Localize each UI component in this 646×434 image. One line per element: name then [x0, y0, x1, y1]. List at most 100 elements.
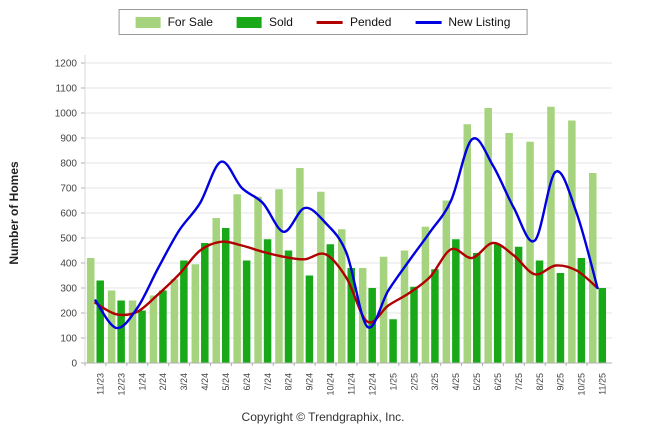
bar-for-sale — [86, 258, 95, 363]
y-tick-label: 100 — [60, 334, 77, 345]
bar-sold — [410, 286, 418, 363]
bar-sold — [389, 319, 397, 363]
axes: 0 100 200 300 400 500 600 700 800 900 1000 1100 1200… — [55, 55, 612, 396]
bar-sold — [431, 269, 439, 363]
x-tick-label: 2/25 — [409, 373, 419, 391]
x-tick-label: 9/25 — [556, 373, 566, 391]
bar-for-sale — [149, 295, 158, 363]
bar-for-sale — [547, 106, 555, 363]
bar-sold — [284, 250, 293, 363]
x-tick-label: 5/25 — [472, 373, 482, 391]
legend-item-pended: Pended — [316, 15, 392, 29]
bar-sold — [117, 300, 125, 363]
x-tick-label: 11/23 — [95, 373, 105, 395]
x-tick-label: 3/25 — [430, 373, 440, 391]
bars — [86, 106, 607, 363]
y-tick-label: 900 — [60, 134, 77, 145]
bar-for-sale — [170, 279, 179, 363]
bar-for-sale — [254, 196, 262, 363]
legend-label: Sold — [268, 15, 293, 29]
bar-sold — [159, 290, 167, 363]
bar-for-sale — [400, 250, 409, 363]
bar-for-sale — [275, 189, 283, 363]
bar-sold — [263, 239, 272, 363]
bar-for-sale — [212, 218, 220, 363]
legend-label: For Sale — [167, 15, 213, 29]
bar-sold — [305, 275, 314, 363]
x-tick-label: 3/24 — [179, 373, 189, 391]
bar-for-sale — [338, 229, 346, 363]
bar-sold — [96, 280, 104, 363]
x-tick-label: 6/25 — [493, 373, 503, 391]
bar-sold — [556, 273, 565, 363]
bar-for-sale — [233, 194, 241, 363]
legend-swatch-bar — [135, 16, 161, 28]
bar-for-sale — [484, 108, 492, 363]
y-tick-label: 700 — [60, 184, 77, 195]
x-tick-label: 9/24 — [305, 373, 315, 391]
x-tick-label: 5/24 — [221, 373, 231, 391]
x-tick-label: 2/24 — [158, 373, 168, 391]
x-tick-label: 7/24 — [263, 373, 273, 391]
bar-sold — [577, 258, 586, 363]
legend-item-new-listing: New Listing — [415, 15, 510, 29]
x-tick-label: 10/25 — [577, 373, 587, 396]
bar-for-sale — [526, 141, 534, 363]
bar-sold — [138, 310, 146, 363]
y-tick-label: 400 — [60, 259, 77, 270]
bar-sold — [326, 244, 335, 363]
x-tick-label: 12/23 — [116, 373, 126, 396]
y-tick-label: 600 — [60, 209, 77, 220]
x-tick-label: 4/25 — [451, 373, 461, 391]
x-tick-label: 4/24 — [200, 373, 210, 391]
legend-swatch-line — [415, 20, 442, 24]
bar-for-sale — [128, 300, 137, 363]
y-tick-label: 200 — [60, 309, 77, 320]
bar-sold — [201, 243, 209, 363]
bar-sold — [535, 260, 544, 363]
legend-item-sold: Sold — [236, 15, 293, 29]
bar-for-sale — [505, 133, 513, 363]
bar-for-sale — [191, 264, 200, 363]
x-tick-label: 8/25 — [535, 373, 545, 391]
bar-sold — [242, 260, 251, 363]
y-tick-label: 0 — [71, 359, 77, 370]
y-tick-label: 500 — [60, 234, 77, 245]
copyright-text: Copyright © Trendgraphix, Inc. — [241, 410, 405, 424]
y-tick-label: 1100 — [55, 84, 77, 95]
bar-sold — [180, 260, 188, 363]
line-new-listing — [94, 137, 599, 330]
y-tick-label: 800 — [60, 159, 77, 170]
bar-sold — [514, 246, 523, 363]
x-tick-label: 12/24 — [367, 373, 377, 396]
bar-sold — [452, 239, 460, 363]
chart-legend: For Sale Sold Pended New Listing — [118, 9, 528, 35]
bar-for-sale — [463, 124, 472, 363]
bar-for-sale — [442, 200, 451, 363]
line-pended — [94, 240, 599, 324]
bar-sold — [347, 268, 355, 363]
legend-label: Pended — [349, 15, 392, 29]
bar-sold — [598, 288, 607, 363]
x-tick-label: 11/25 — [598, 373, 608, 395]
bar-for-sale — [568, 120, 576, 363]
x-tick-label: 1/25 — [388, 373, 398, 391]
x-tick-label: 8/24 — [284, 373, 294, 391]
y-tick-label: 1000 — [55, 109, 78, 120]
x-tick-label: 10/24 — [326, 373, 336, 396]
legend-swatch-bar — [236, 16, 262, 28]
y-tick-label: 300 — [60, 284, 77, 295]
legend-label: New Listing — [448, 15, 511, 29]
bar-sold — [221, 228, 230, 363]
legend-swatch-line — [316, 20, 343, 24]
y-axis-title: Number of Homes — [7, 161, 21, 265]
legend-item-for-sale: For Sale — [135, 15, 213, 29]
y-tick-label: 1200 — [55, 59, 78, 70]
x-tick-label: 11/24 — [347, 373, 357, 395]
x-tick-label: 1/24 — [137, 373, 147, 391]
bar-for-sale — [421, 226, 430, 363]
bar-sold — [473, 253, 481, 363]
bar-for-sale — [296, 168, 304, 363]
